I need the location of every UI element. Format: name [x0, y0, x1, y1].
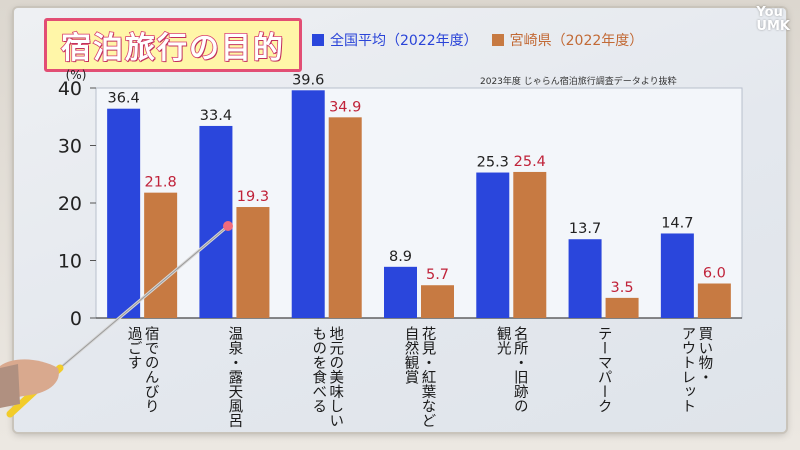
data-label-miyazaki: 6.0 — [703, 266, 726, 282]
data-label-miyazaki: 25.4 — [514, 154, 546, 170]
bar-miyazaki — [328, 117, 362, 318]
x-category-label: 過ごす — [126, 326, 142, 370]
bar-miyazaki — [513, 171, 547, 318]
legend-item-miyazaki: 宮崎県（2022年度） — [491, 30, 644, 50]
broadcaster-logo: You UMK — [756, 6, 790, 34]
x-category-label: 観光 — [495, 326, 511, 357]
presenter-pointer — [0, 221, 233, 418]
bar-national — [107, 108, 141, 318]
bar-miyazaki — [697, 283, 731, 318]
bar-national — [660, 233, 694, 318]
chart-title: 宿泊旅行の目的 — [60, 30, 285, 67]
legend-swatch-national — [312, 34, 324, 46]
source-note: 2023年度 じゃらん宿泊旅行調査データより抜粋 — [480, 77, 677, 87]
x-category-label: 買い物・ — [696, 326, 712, 384]
y-axis-unit: (%) — [66, 68, 87, 82]
x-category-label: 地元の美味しい — [327, 326, 343, 428]
data-label-miyazaki: 3.5 — [611, 280, 634, 296]
y-tick-label: 0 — [70, 308, 82, 330]
data-label-national: 36.4 — [107, 91, 139, 107]
data-label-national: 14.7 — [661, 215, 693, 231]
legend-label-miyazaki: 宮崎県（2022年度） — [509, 33, 644, 49]
data-label-national: 33.4 — [200, 108, 232, 124]
x-category-label: アウトレット — [679, 326, 695, 413]
x-category-label: 宿でのんびり — [143, 326, 159, 414]
data-label-miyazaki: 34.9 — [329, 99, 361, 115]
bar-national — [568, 239, 602, 318]
legend-item-national: 全国平均（2022年度） — [312, 30, 478, 50]
x-category-label: 自然観賞 — [403, 326, 419, 385]
data-label-national: 25.3 — [477, 155, 509, 171]
data-label-miyazaki: 21.8 — [144, 175, 176, 191]
x-category-label: ものを食べる — [310, 326, 326, 413]
bar-miyazaki — [605, 297, 639, 318]
bar-national — [291, 90, 325, 318]
data-label-national: 13.7 — [569, 221, 601, 237]
data-label-national: 39.6 — [292, 72, 324, 88]
logo-line-1: You — [756, 5, 783, 20]
bar-national — [476, 172, 510, 318]
legend-swatch-miyazaki — [491, 34, 504, 46]
data-label-miyazaki: 5.7 — [426, 267, 449, 283]
x-category-label: 温泉・露天風呂 — [226, 326, 242, 428]
bar-miyazaki — [144, 192, 178, 318]
legend-label-national: 全国平均（2022年度） — [330, 33, 478, 49]
legend: 全国平均（2022年度） 宮崎県（2022年度） — [312, 30, 643, 50]
x-category-label: 花見・紅葉など — [420, 326, 436, 428]
y-tick-label: 20 — [58, 193, 82, 215]
x-category-label: 名所・旧跡の — [512, 326, 528, 413]
bar-miyazaki — [421, 285, 454, 318]
y-tick-label: 30 — [58, 136, 82, 158]
y-tick-label: 10 — [58, 251, 82, 273]
y-tick-label: 40 — [58, 78, 82, 100]
x-category-label: テーマパーク — [596, 326, 612, 413]
data-label-miyazaki: 19.3 — [237, 189, 269, 205]
bar-miyazaki — [236, 207, 270, 318]
bar-national — [384, 266, 417, 318]
chart-title-box: 宿泊旅行の目的 — [44, 18, 302, 72]
logo-line-2: UMK — [756, 19, 790, 34]
data-label-national: 8.9 — [389, 249, 412, 265]
